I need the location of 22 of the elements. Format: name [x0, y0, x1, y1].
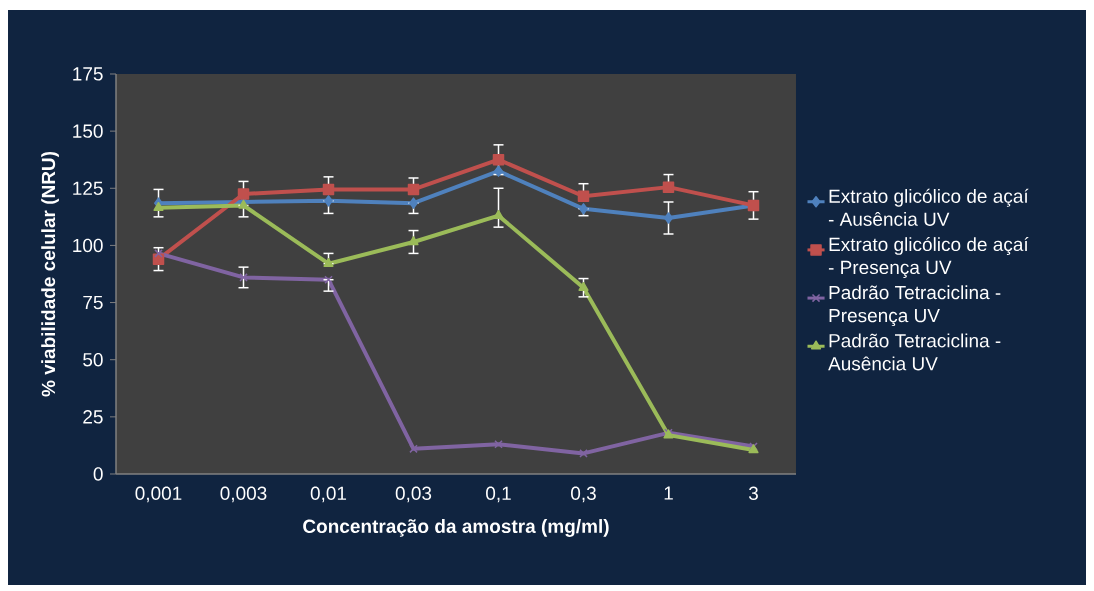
x-tick-label: 1: [664, 486, 673, 500]
legend-label: Extrato glicólico de açaí - Ausência UV: [828, 188, 1029, 226]
x-tick-label: 0,003: [220, 486, 267, 503]
y-tick-label: 25: [83, 410, 103, 424]
x-tick-label: 0,1: [486, 486, 511, 503]
x-tick-label: 0,03: [395, 486, 432, 503]
y-tick-label: 125: [73, 181, 103, 196]
y-tick-label: 75: [83, 295, 103, 310]
x-tick-label: 0,01: [310, 486, 347, 503]
y-tick-label: 50: [83, 352, 103, 367]
y-tick-label: 0: [93, 467, 103, 481]
y-tick-label: 150: [73, 124, 103, 138]
legend-label: Padrão Tetraciclina - Ausência UV: [828, 333, 1001, 371]
y-axis-title: % viabilidade celular (NRU): [41, 151, 59, 397]
x-tick-label: 3: [748, 486, 758, 500]
x-tick-label: 0,3: [571, 486, 596, 503]
legend-label: Extrato glicólico de açaí - Presença UV: [828, 236, 1029, 278]
y-tick-label: 100: [73, 238, 103, 253]
legend-label: Padrão Tetraciclina - Presença UV: [829, 285, 1001, 327]
y-tick-label: 175: [73, 67, 103, 81]
x-axis-title: Concentração da amostra (mg/ml): [303, 519, 609, 537]
x-tick-label: 0,001: [135, 486, 182, 503]
